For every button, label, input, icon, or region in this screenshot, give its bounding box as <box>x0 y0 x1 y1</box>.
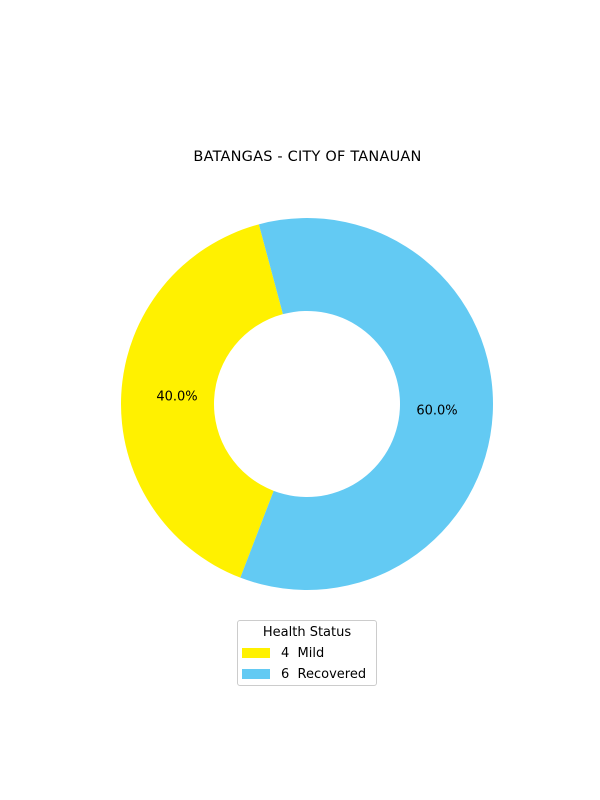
legend-item-recovered: 6 Recovered <box>242 666 366 682</box>
slice-labels: 40.0% 60.0% <box>156 390 457 419</box>
donut-slices <box>121 217 494 590</box>
legend-swatch-mild <box>242 648 270 658</box>
slice-label-mild: 40.0% <box>156 390 197 405</box>
chart-title: BATANGAS - CITY OF TANAUAN <box>193 149 422 165</box>
legend-item-mild: 4 Mild <box>242 645 324 661</box>
slice-mild <box>121 224 283 578</box>
slice-label-recovered: 60.0% <box>416 403 457 418</box>
legend-label-recovered: 6 Recovered <box>281 666 367 682</box>
legend-swatch-recovered <box>242 669 270 679</box>
legend-label-mild: 4 Mild <box>281 645 325 661</box>
legend: Health Status 4 Mild 6 Recovered <box>237 620 377 686</box>
legend-title: Health Status <box>262 625 352 640</box>
slice-recovered <box>240 217 494 590</box>
